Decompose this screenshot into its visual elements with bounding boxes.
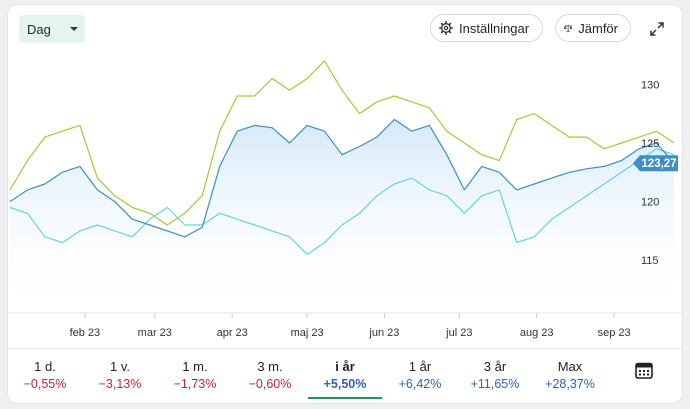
period-tab-label: 1 m. xyxy=(182,359,208,374)
scale-icon xyxy=(564,24,573,32)
period-tab-label: 1 år xyxy=(408,359,432,374)
y-tick-label: 115 xyxy=(641,255,659,267)
x-tick-label: jun 23 xyxy=(368,327,399,339)
period-tab-label: Max xyxy=(557,359,583,374)
main-series-line xyxy=(9,118,675,238)
x-tick-label: jul 23 xyxy=(445,327,472,339)
caret-down-icon xyxy=(70,27,78,31)
period-tab-change: +6,42% xyxy=(398,377,442,391)
period-tab-change: +5,50% xyxy=(323,377,367,391)
settings-label: Inställningar xyxy=(459,20,530,36)
compare-series-green-line xyxy=(9,60,675,226)
period-tab-label: i år xyxy=(335,359,355,374)
calendar-icon[interactable] xyxy=(634,360,654,380)
period-tab-label: 3 m. xyxy=(257,359,283,374)
period-tab[interactable]: 1 m. −1,73% xyxy=(158,349,232,403)
period-tab-label: 3 år xyxy=(483,359,507,374)
period-tab[interactable]: 3 m. −0,60% xyxy=(233,349,307,403)
period-tab[interactable]: 1 d. −0,55% xyxy=(8,349,82,403)
period-tab[interactable]: i år +5,50% xyxy=(308,349,382,403)
period-tab-label: 1 v. xyxy=(110,359,130,374)
period-tab-change: −3,13% xyxy=(98,377,142,391)
compare-series-cyan-line xyxy=(9,148,675,255)
period-tabs: 1 d. −0,55% 1 v. −3,13% 1 m. −1,73% 3 m. −0,60%… xyxy=(8,348,682,403)
y-tick-label: 130 xyxy=(641,79,659,91)
period-tab-change: −1,73% xyxy=(173,377,217,391)
price-badge-label: 123,27 xyxy=(641,158,676,170)
period-tab[interactable]: Max +28,37% xyxy=(533,349,607,403)
chart-card: Dag Inställningar Jämför xyxy=(8,5,682,403)
x-tick-label: apr 23 xyxy=(217,327,248,339)
x-tick-label: maj 23 xyxy=(291,327,324,339)
x-tick-label: mar 23 xyxy=(138,327,172,339)
period-tab-label: 1 d. xyxy=(34,359,56,374)
period-dropdown[interactable]: Dag xyxy=(19,15,85,43)
period-tab-change: −0,60% xyxy=(248,377,292,391)
y-tick-label: 120 xyxy=(641,197,659,209)
expand-icon[interactable] xyxy=(648,20,666,38)
period-tab-change: −0,55% xyxy=(23,377,67,391)
x-tick-label: aug 23 xyxy=(520,327,554,339)
settings-button[interactable]: Inställningar xyxy=(430,14,543,42)
compare-label: Jämför xyxy=(578,20,618,36)
period-tab-change: +11,65% xyxy=(470,377,520,391)
y-tick-label: 125 xyxy=(641,138,659,150)
period-tab-change: +28,37% xyxy=(545,377,595,391)
compare-button[interactable]: Jämför xyxy=(555,14,631,42)
x-tick-label: feb 23 xyxy=(70,327,101,339)
period-tab[interactable]: 1 v. −3,13% xyxy=(83,349,157,403)
price-badge xyxy=(633,155,678,172)
x-tick-label: sep 23 xyxy=(598,327,631,339)
period-dropdown-value: Dag xyxy=(27,21,51,37)
period-tab[interactable]: 3 år +11,65% xyxy=(458,349,532,403)
main-series-area xyxy=(10,119,674,313)
gear-icon xyxy=(439,21,453,35)
price-chart[interactable]: 115 120 125 130 feb 23 mar 23 apr 23 maj 23 jun … xyxy=(8,45,682,347)
period-tab[interactable]: 1 år +6,42% xyxy=(383,349,457,403)
